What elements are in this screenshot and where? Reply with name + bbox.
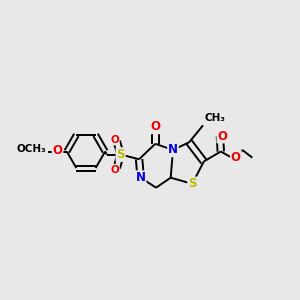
Text: N: N [168, 143, 178, 157]
Text: O: O [110, 135, 119, 145]
Text: O: O [217, 130, 227, 142]
Text: S: S [188, 177, 196, 190]
Text: O: O [52, 144, 63, 157]
Text: O: O [110, 164, 119, 175]
Text: O: O [150, 120, 160, 134]
Text: N: N [136, 171, 146, 184]
Text: O: O [231, 151, 241, 164]
Text: S: S [116, 148, 125, 161]
Text: OCH₃: OCH₃ [17, 144, 47, 154]
Text: CH₃: CH₃ [204, 113, 225, 123]
